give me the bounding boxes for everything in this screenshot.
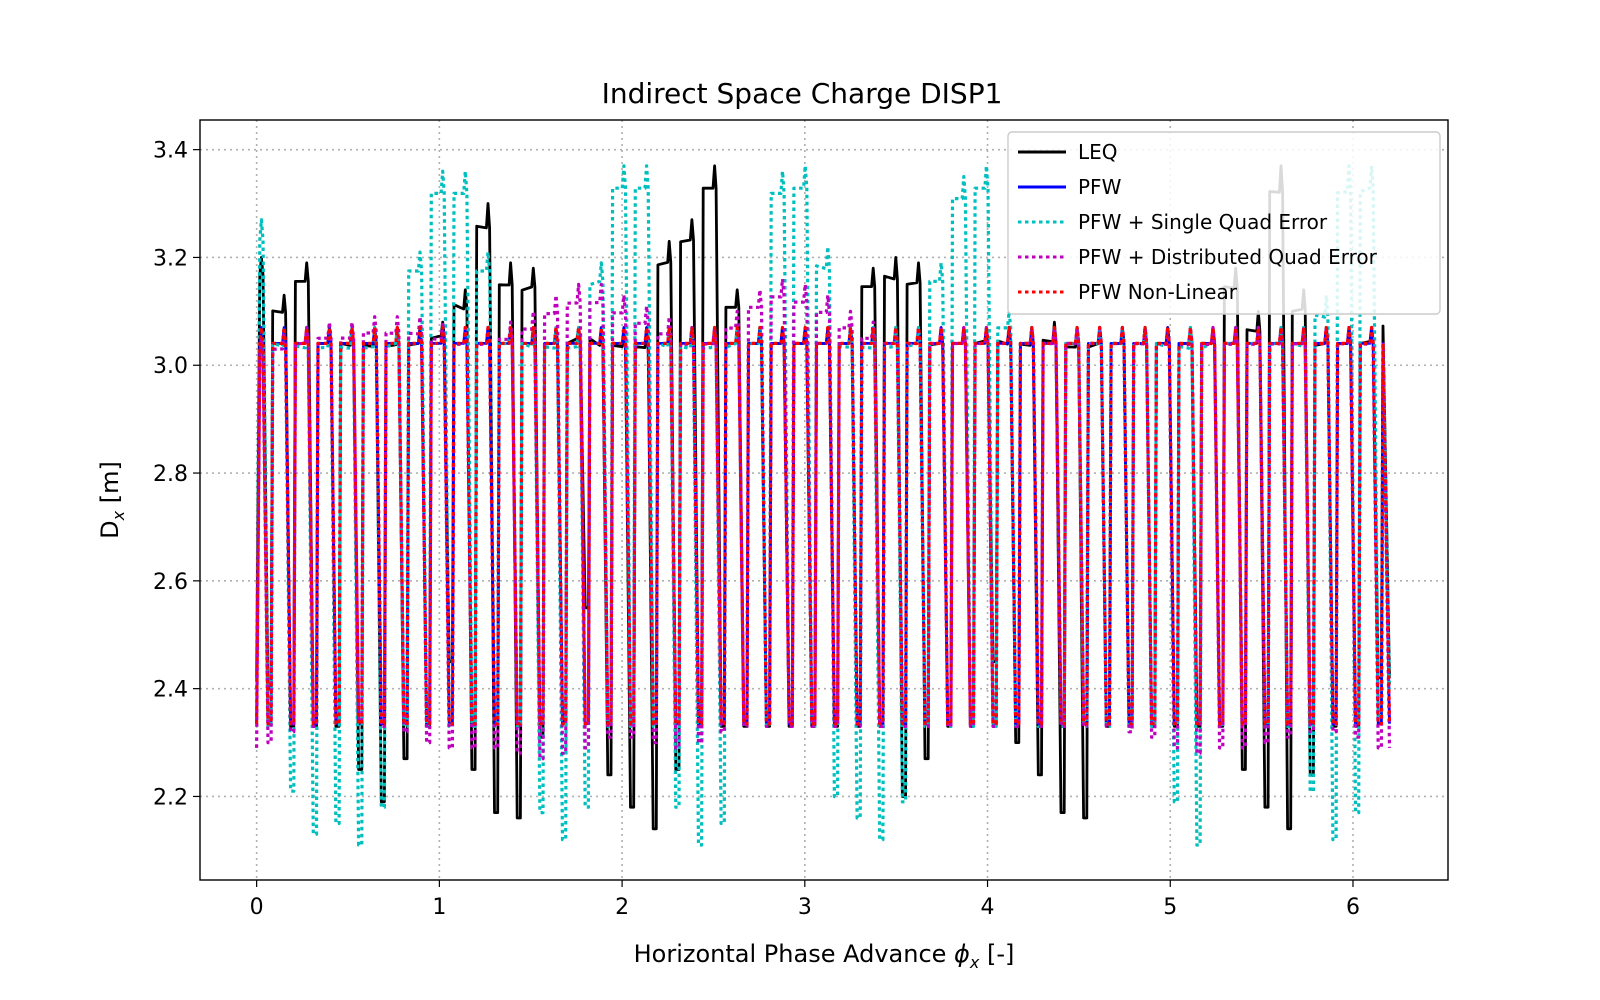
y-axis-label: Dx [m]: [96, 461, 128, 539]
y-tick-label: 3.4: [153, 139, 188, 164]
y-axis-label-symbol: D: [96, 520, 124, 538]
y-axis-label-subscript: x: [109, 510, 128, 521]
y-tick-label: 3.0: [153, 354, 188, 379]
x-axis-label-subscript: x: [969, 953, 980, 972]
y-tick-label: 2.4: [153, 678, 188, 703]
legend-label: PFW + Single Quad Error: [1078, 210, 1328, 234]
legend: LEQ PFW PFW + Single Quad Error PFW + Distr…: [1008, 132, 1440, 314]
x-tick-label: 0: [250, 895, 264, 920]
x-axis-label: Horizontal Phase Advance ϕx [-]: [634, 940, 1015, 972]
chart-title: Indirect Space Charge DISP1: [602, 77, 1003, 110]
legend-label: LEQ: [1078, 140, 1118, 164]
legend-label: PFW: [1078, 175, 1122, 199]
x-tick-label: 6: [1346, 895, 1360, 920]
y-tick-label: 3.2: [153, 246, 188, 271]
legend-label: PFW Non-Linear: [1078, 280, 1238, 304]
x-tick-label: 5: [1163, 895, 1177, 920]
y-tick-label: 2.6: [153, 570, 188, 595]
x-axis-label-unit: [-]: [979, 940, 1014, 968]
x-axis-label-symbol: ϕ: [954, 940, 970, 968]
x-tick-label: 2: [615, 895, 629, 920]
x-tick-label: 4: [981, 895, 995, 920]
x-tick-label: 3: [798, 895, 812, 920]
legend-label: PFW + Distributed Quad Error: [1078, 245, 1378, 269]
x-tick-label: 1: [432, 895, 446, 920]
y-tick-label: 2.8: [153, 462, 188, 487]
y-tick-label: 2.2: [153, 785, 188, 810]
y-axis-label-unit: [m]: [96, 461, 124, 511]
x-axis-label-text: Horizontal Phase Advance: [634, 940, 954, 968]
